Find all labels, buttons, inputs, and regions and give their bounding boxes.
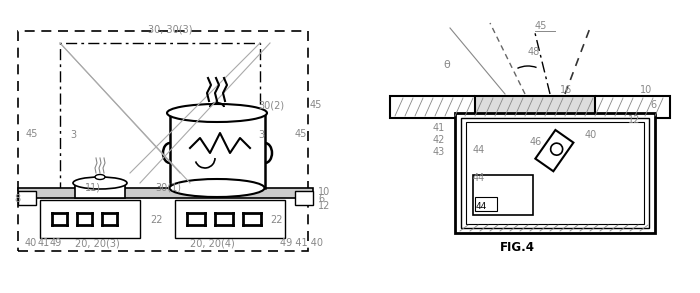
Bar: [295, 191, 313, 205]
Bar: [475, 197, 497, 211]
Text: 30, 30(3): 30, 30(3): [148, 25, 192, 35]
Text: 10: 10: [318, 187, 330, 197]
Bar: [18, 191, 36, 205]
Text: 44: 44: [473, 145, 485, 155]
Bar: [170, 113, 265, 188]
Circle shape: [551, 143, 563, 155]
Text: 22: 22: [270, 215, 283, 225]
Text: 12: 12: [628, 115, 640, 125]
Text: 22: 22: [150, 215, 162, 225]
Bar: [390, 96, 670, 118]
Bar: [40, 200, 140, 238]
Text: 45: 45: [26, 129, 38, 139]
Text: 30(1): 30(1): [155, 183, 181, 193]
Bar: [466, 122, 644, 224]
Text: 6: 6: [650, 100, 656, 110]
Text: 30(2): 30(2): [258, 100, 284, 110]
Ellipse shape: [167, 104, 267, 122]
Text: 40: 40: [25, 238, 37, 248]
Text: 46: 46: [530, 137, 542, 147]
Ellipse shape: [75, 180, 125, 195]
Text: 48: 48: [528, 47, 540, 57]
Text: 45: 45: [310, 100, 323, 110]
Text: 10: 10: [640, 85, 652, 95]
Text: θ: θ: [443, 60, 449, 70]
Text: 8: 8: [14, 194, 20, 204]
Bar: [536, 130, 573, 171]
Bar: [18, 188, 313, 198]
Ellipse shape: [169, 179, 265, 197]
Text: 43: 43: [433, 147, 445, 157]
Text: 44: 44: [476, 202, 487, 211]
Bar: [18, 31, 308, 251]
Text: 20, 20(3): 20, 20(3): [75, 238, 120, 248]
Text: 11): 11): [85, 183, 101, 193]
Text: 41: 41: [433, 123, 445, 133]
Text: 42: 42: [433, 135, 445, 145]
Bar: [60, 43, 260, 193]
Text: 3: 3: [70, 130, 76, 140]
Text: 45: 45: [295, 129, 307, 139]
Bar: [75, 183, 125, 198]
Text: 16: 16: [560, 85, 573, 95]
Text: 45: 45: [535, 21, 547, 31]
Bar: [475, 96, 595, 118]
Text: 41: 41: [38, 238, 50, 248]
Text: FIG.4: FIG.4: [500, 241, 535, 254]
Text: 44: 44: [473, 173, 485, 183]
Ellipse shape: [73, 177, 127, 189]
Text: 40: 40: [585, 130, 597, 140]
Text: 12: 12: [318, 201, 330, 211]
Text: 6: 6: [318, 194, 324, 204]
Bar: [461, 118, 649, 228]
Text: 3: 3: [258, 130, 264, 140]
Text: 49 41 40: 49 41 40: [280, 238, 323, 248]
Text: 49: 49: [50, 238, 62, 248]
Bar: [455, 113, 655, 233]
Text: 20, 20(4): 20, 20(4): [190, 238, 235, 248]
Bar: [175, 200, 285, 238]
Bar: [473, 175, 533, 215]
Ellipse shape: [95, 175, 105, 180]
Bar: [475, 94, 595, 120]
